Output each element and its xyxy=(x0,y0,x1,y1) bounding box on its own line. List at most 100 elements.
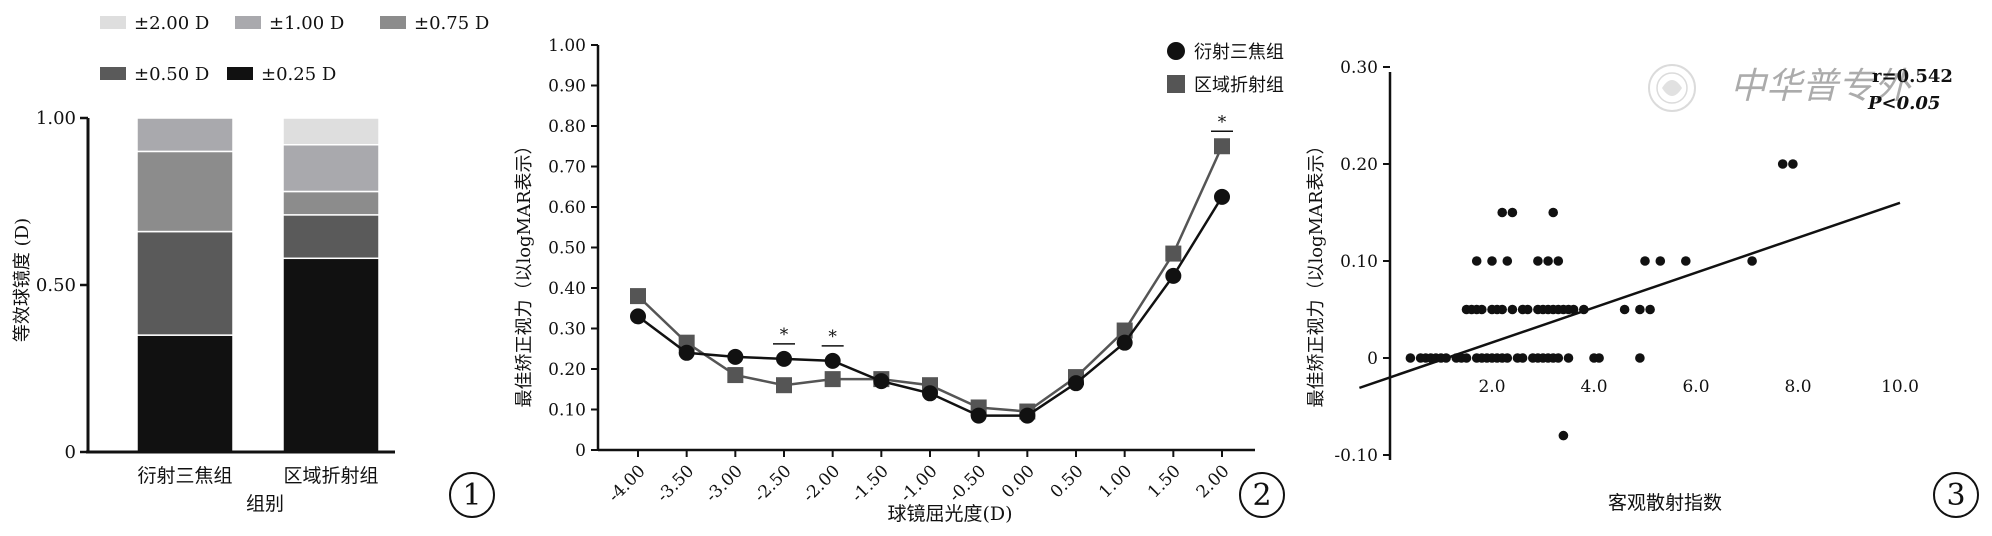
chart1-legend-swatch xyxy=(227,67,253,80)
chart2-panel-number-circle xyxy=(1239,472,1285,518)
chart2-point-square xyxy=(776,377,792,394)
chart1-category-label: 区域折射组 xyxy=(283,465,378,487)
chart3-x-tick-label: 10.0 xyxy=(1881,377,1919,397)
chart3-point xyxy=(1502,353,1513,363)
chart2-point-circle xyxy=(1165,267,1182,284)
chart1-category-label: 衍射三焦组 xyxy=(137,465,232,487)
chart3-y-tick-label: -0.10 xyxy=(1334,446,1378,466)
chart1-bar-segment xyxy=(282,117,380,146)
chart3-point xyxy=(1635,353,1645,363)
chart2-y-tick-label: 0.40 xyxy=(548,279,586,299)
chart3-ylabel: 最佳矫正视力（以logMAR表示） xyxy=(1306,136,1327,407)
chart3-point xyxy=(1441,353,1451,363)
chart2-point-square xyxy=(727,367,744,384)
watermark-text: 中华普专外 xyxy=(1730,66,1912,107)
chart1-y-tick-label: 0 xyxy=(65,442,76,463)
chart1-ylabel: 等效球镜度 (D) xyxy=(12,218,33,342)
chart3-xlabel: 客观散射指数 xyxy=(1608,492,1722,514)
chart3-point xyxy=(1635,304,1645,315)
chart3-point xyxy=(1487,256,1497,266)
chart2-y-tick-label: 0.30 xyxy=(548,320,586,340)
chart2-panel-number: 2 xyxy=(1252,478,1271,513)
chart3-point xyxy=(1543,256,1553,266)
chart3-point xyxy=(1553,256,1564,266)
chart2-point-square xyxy=(1116,322,1133,339)
chart2-point-square xyxy=(630,288,646,305)
chart3-point xyxy=(1594,353,1604,363)
chart3-point xyxy=(1777,159,1788,169)
chart1-bar-segment xyxy=(136,230,234,336)
chart1-bar-segment xyxy=(282,214,380,260)
chart2-y-tick-label: 0.50 xyxy=(548,239,586,259)
chart3-point xyxy=(1471,256,1482,266)
chart2-point-circle xyxy=(1068,375,1084,392)
chart2-y-tick-label: 0.90 xyxy=(548,77,586,97)
chart3-y-tick-label: 0.10 xyxy=(1340,252,1378,272)
chart2-point-circle xyxy=(1116,334,1133,351)
chart3-point xyxy=(1640,256,1650,266)
chart3-point xyxy=(1477,304,1487,315)
chart2-y-tick-label: 1.00 xyxy=(548,36,586,56)
chart3-point xyxy=(1788,159,1798,169)
chart1-legend-swatch xyxy=(380,16,406,29)
chart3-stat-p: P<0.05 xyxy=(1867,93,1940,114)
chart3-point xyxy=(1405,353,1416,363)
chart3-x-tick-label: 8.0 xyxy=(1784,377,1811,397)
chart1-panel-number-circle xyxy=(449,472,495,518)
chart3-y-tick-label: 0.20 xyxy=(1340,155,1378,175)
chart3-point xyxy=(1522,304,1533,315)
chart2-significance-star: * xyxy=(828,327,837,347)
chart2-legend-marker xyxy=(1167,42,1185,60)
chart2-y-tick-label: 0.70 xyxy=(548,158,586,178)
chart3-point xyxy=(1563,353,1574,363)
chart3-point xyxy=(1502,256,1513,266)
chart1-bar-segment xyxy=(282,257,380,453)
chart1-bar-segment xyxy=(136,334,234,453)
chart3-point xyxy=(1553,353,1564,363)
chart2-point-circle xyxy=(678,344,695,361)
chart3-x-tick-label: 2.0 xyxy=(1478,377,1505,397)
chart2-point-circle xyxy=(1019,407,1036,424)
chart3-point xyxy=(1497,207,1507,218)
chart2-significance-star: * xyxy=(1218,112,1227,132)
chart3-point xyxy=(1507,304,1518,315)
chart2-legend-label: 区域折射组 xyxy=(1194,75,1284,96)
chart3-point xyxy=(1533,256,1543,266)
chart3-point xyxy=(1517,353,1528,363)
chart2-significance-star: * xyxy=(780,325,789,345)
chart3-stat-r: r=0.542 xyxy=(1872,66,1953,87)
chart3-x-tick-label: 6.0 xyxy=(1682,377,1709,397)
chart2-legend-marker xyxy=(1167,75,1185,93)
chart1-legend-swatch xyxy=(100,67,126,80)
chart3-panel-number: 3 xyxy=(1946,478,1965,513)
chart2-y-tick-label: 0 xyxy=(575,441,586,461)
chart1-xlabel: 组别 xyxy=(246,493,284,515)
chart3-x-tick-label: 4.0 xyxy=(1580,377,1607,397)
chart1-y-tick-label: 1.00 xyxy=(36,108,76,129)
chart3-point xyxy=(1461,353,1472,363)
chart1-legend-swatch xyxy=(100,16,126,29)
chart1-legend-label: ±1.00 D xyxy=(269,13,344,34)
chart2-y-tick-label: 0.10 xyxy=(548,401,586,421)
chart1-legend-label: ±0.50 D xyxy=(134,64,209,85)
chart2-point-circle xyxy=(970,407,987,424)
chart2-xlabel: 球镜屈光度(D) xyxy=(887,503,1012,525)
chart2-point-circle xyxy=(873,373,890,390)
chart1-bar-segment xyxy=(282,143,380,193)
chart2-point-circle xyxy=(776,350,792,367)
chart1-legend-swatch xyxy=(235,16,261,29)
chart1-legend-label: ±0.75 D xyxy=(414,13,489,34)
chart3-y-tick-label: 0.30 xyxy=(1340,58,1378,78)
chart3-point xyxy=(1747,256,1757,266)
chart3-point xyxy=(1568,304,1579,315)
chart1-y-tick-label: 0.50 xyxy=(36,275,76,296)
chart3-point xyxy=(1645,304,1655,315)
chart3-point xyxy=(1655,256,1666,266)
chart1-legend-label: ±0.25 D xyxy=(261,64,336,85)
chart3-point xyxy=(1579,304,1589,315)
watermark-logo: 中华普专外 xyxy=(1648,64,1912,112)
chart2-point-circle xyxy=(922,385,938,402)
chart2-point-circle xyxy=(630,308,646,325)
